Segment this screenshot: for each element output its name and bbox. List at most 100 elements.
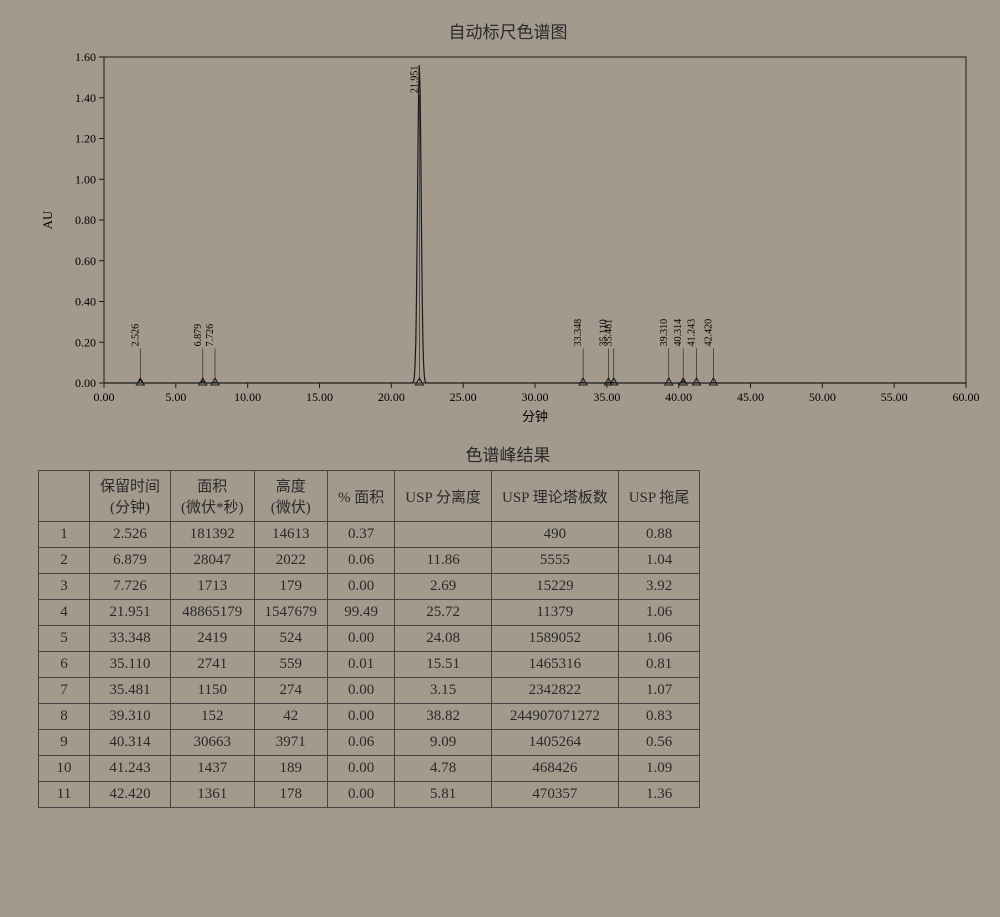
table-cell: 5555: [491, 548, 618, 574]
table-cell: 1437: [171, 756, 255, 782]
table-cell: 5: [39, 626, 90, 652]
svg-text:10.00: 10.00: [234, 390, 261, 404]
table-cell: 152: [171, 704, 255, 730]
table-cell: 0.06: [328, 730, 395, 756]
table-cell: 1465316: [491, 652, 618, 678]
svg-text:40.314: 40.314: [673, 319, 684, 347]
table-cell: 1547679: [254, 600, 328, 626]
table-cell: 0.88: [618, 522, 700, 548]
svg-text:AU: AU: [40, 210, 55, 229]
svg-text:41.243: 41.243: [687, 319, 698, 347]
table-cell: 14613: [254, 522, 328, 548]
table-cell: 10: [39, 756, 90, 782]
table-cell: 48865179: [171, 600, 255, 626]
table-cell: 178: [254, 782, 328, 808]
table-cell: 0.00: [328, 704, 395, 730]
table-cell: 35.110: [90, 652, 171, 678]
table-cell: 0.00: [328, 756, 395, 782]
table-cell: 6: [39, 652, 90, 678]
table-cell: 0.00: [328, 574, 395, 600]
table-cell: 559: [254, 652, 328, 678]
table-cell: 1713: [171, 574, 255, 600]
table-row: 940.3143066339710.069.0914052640.56: [39, 730, 700, 756]
svg-text:2.526: 2.526: [130, 324, 141, 347]
table-cell: 1.06: [618, 626, 700, 652]
table-cell: 2741: [171, 652, 255, 678]
table-cell: 42.420: [90, 782, 171, 808]
svg-text:0.60: 0.60: [75, 254, 96, 268]
table-title: 色谱峰结果: [34, 441, 982, 466]
table-cell: 7.726: [90, 574, 171, 600]
table-cell: 274: [254, 678, 328, 704]
svg-text:21.951: 21.951: [409, 66, 420, 94]
svg-text:55.00: 55.00: [881, 390, 908, 404]
table-cell: 35.481: [90, 678, 171, 704]
chromatogram-chart: 0.000.200.400.600.801.001.201.401.600.00…: [34, 47, 982, 427]
table-cell: 1: [39, 522, 90, 548]
table-cell: 11379: [491, 600, 618, 626]
col-header: [39, 471, 90, 522]
table-cell: 0.83: [618, 704, 700, 730]
svg-text:0.00: 0.00: [94, 390, 115, 404]
table-cell: 490: [491, 522, 618, 548]
table-cell: 0.56: [618, 730, 700, 756]
table-cell: 25.72: [395, 600, 492, 626]
table-cell: 11: [39, 782, 90, 808]
table-row: 421.95148865179154767999.4925.72113791.0…: [39, 600, 700, 626]
table-cell: 33.348: [90, 626, 171, 652]
svg-text:0.00: 0.00: [75, 376, 96, 390]
table-row: 635.11027415590.0115.5114653160.81: [39, 652, 700, 678]
table-cell: 0.01: [328, 652, 395, 678]
table-cell: 0.00: [328, 782, 395, 808]
table-cell: 3971: [254, 730, 328, 756]
svg-text:33.348: 33.348: [573, 319, 584, 347]
svg-text:分钟: 分钟: [522, 409, 548, 424]
svg-text:35.00: 35.00: [593, 390, 620, 404]
table-cell: 4: [39, 600, 90, 626]
table-cell: 1.36: [618, 782, 700, 808]
svg-text:25.00: 25.00: [450, 390, 477, 404]
col-header: USP 理论塔板数: [491, 471, 618, 522]
table-cell: 2342822: [491, 678, 618, 704]
table-cell: 28047: [171, 548, 255, 574]
table-cell: 30663: [171, 730, 255, 756]
table-cell: 7: [39, 678, 90, 704]
table-cell: 2.69: [395, 574, 492, 600]
table-cell: 0.00: [328, 626, 395, 652]
table-cell: 41.243: [90, 756, 171, 782]
table-cell: 244907071272: [491, 704, 618, 730]
table-cell: 21.951: [90, 600, 171, 626]
svg-text:5.00: 5.00: [165, 390, 186, 404]
table-cell: 179: [254, 574, 328, 600]
table-cell: 3: [39, 574, 90, 600]
table-cell: 40.314: [90, 730, 171, 756]
table-cell: 1.04: [618, 548, 700, 574]
svg-text:42.420: 42.420: [703, 319, 714, 347]
svg-text:1.20: 1.20: [75, 132, 96, 146]
table-cell: 9.09: [395, 730, 492, 756]
col-header: 面积(微伏*秒): [171, 471, 255, 522]
table-cell: 8: [39, 704, 90, 730]
table-cell: [395, 522, 492, 548]
table-cell: 4.78: [395, 756, 492, 782]
svg-text:20.00: 20.00: [378, 390, 405, 404]
table-cell: 15.51: [395, 652, 492, 678]
table-row: 37.72617131790.002.69152293.92: [39, 574, 700, 600]
svg-text:1.60: 1.60: [75, 50, 96, 64]
table-cell: 1361: [171, 782, 255, 808]
table-cell: 9: [39, 730, 90, 756]
svg-text:0.40: 0.40: [75, 295, 96, 309]
table-cell: 15229: [491, 574, 618, 600]
table-cell: 524: [254, 626, 328, 652]
table-row: 533.34824195240.0024.0815890521.06: [39, 626, 700, 652]
peak-results-table: 保留时间(分钟)面积(微伏*秒)高度(微伏)% 面积USP 分离度USP 理论塔…: [38, 470, 700, 808]
table-row: 26.8792804720220.0611.8655551.04: [39, 548, 700, 574]
table-cell: 1.06: [618, 600, 700, 626]
col-header: USP 拖尾: [618, 471, 700, 522]
table-row: 1142.42013611780.005.814703571.36: [39, 782, 700, 808]
table-cell: 0.06: [328, 548, 395, 574]
table-cell: 189: [254, 756, 328, 782]
col-header: 保留时间(分钟): [90, 471, 171, 522]
table-row: 12.526181392146130.374900.88: [39, 522, 700, 548]
svg-text:0.80: 0.80: [75, 213, 96, 227]
